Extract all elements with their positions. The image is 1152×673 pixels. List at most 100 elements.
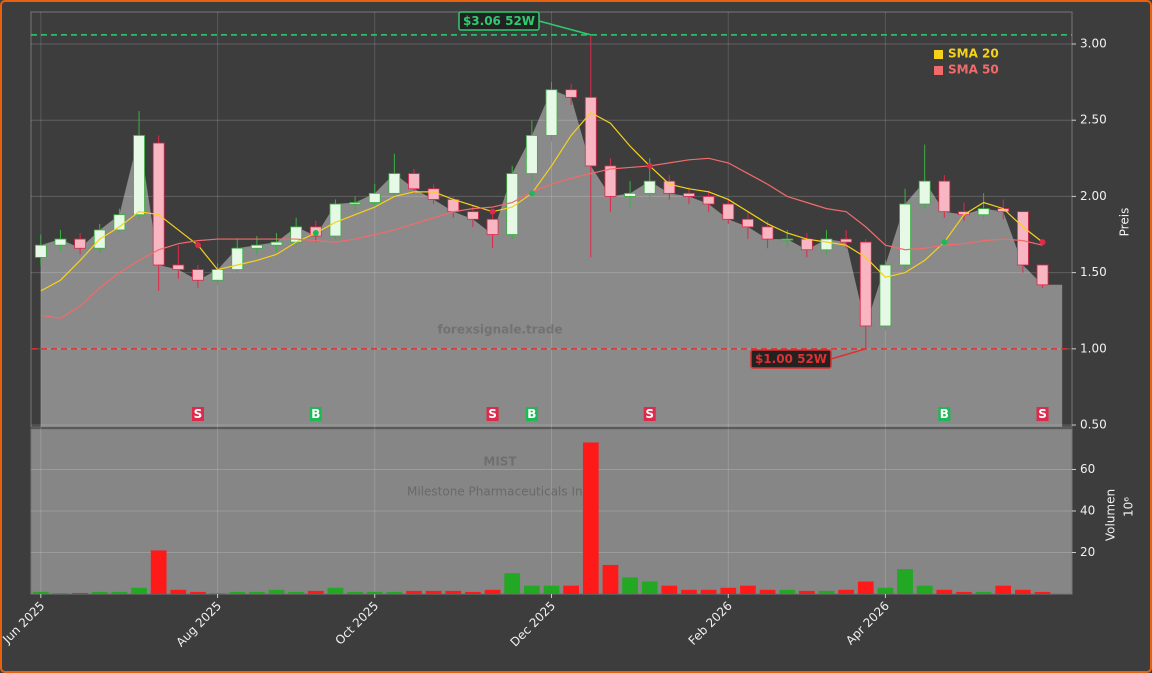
volume-bar [818, 590, 835, 594]
signal-box [191, 407, 204, 421]
y-tick-label: 2.50 [1080, 113, 1107, 127]
volume-bar [347, 591, 363, 594]
volume-bar [582, 442, 599, 594]
candle-body [211, 269, 224, 281]
volume-bar [170, 589, 187, 594]
candle-body [1036, 264, 1049, 286]
candle-body [329, 203, 342, 237]
volume-scale-label: 10⁶ [1122, 497, 1136, 517]
candle-body [977, 208, 990, 216]
candle-body [34, 244, 47, 258]
signal-box [486, 407, 499, 421]
annotation-arrow [830, 348, 866, 360]
signal-label: S [488, 407, 497, 421]
volume-bar [268, 589, 285, 594]
volume-bar [602, 564, 619, 594]
candle-body [781, 238, 794, 241]
legend-label: SMA 50 [948, 63, 999, 77]
volume-bar [700, 589, 717, 594]
volume-bar [563, 585, 579, 594]
volume-bar [720, 587, 737, 594]
ticker-watermark: MIST [483, 455, 517, 469]
volume-bar [91, 591, 108, 594]
signal-box [938, 407, 951, 421]
volume-bar [622, 577, 638, 594]
volume-bar [543, 585, 560, 594]
candle-body [113, 214, 126, 231]
signal-label: B [940, 407, 949, 421]
volume-bar [936, 589, 953, 594]
candle-body [742, 218, 754, 228]
signal-dot [312, 229, 319, 236]
volume-bar [229, 591, 246, 594]
volume-panel [30, 428, 1073, 595]
volume-bar [1015, 589, 1031, 594]
candle-body [74, 238, 87, 249]
candle-body [565, 89, 578, 98]
volume-bar [838, 589, 854, 594]
legend-label: SMA 20 [948, 47, 999, 61]
candle-body [702, 196, 715, 205]
candle-body [624, 192, 636, 197]
candle-body [545, 89, 558, 136]
candle-body [192, 269, 204, 281]
candle-body [899, 203, 911, 266]
candle-body [388, 173, 401, 194]
signal-label: S [1038, 407, 1047, 421]
annotation-arrow [538, 20, 591, 36]
volume-bar [759, 589, 776, 594]
candle-body [1016, 211, 1029, 266]
signal-label: B [527, 407, 536, 421]
volume-bar [916, 585, 933, 594]
volume-bar [504, 573, 521, 594]
candle-body [761, 226, 774, 240]
candle-body [270, 241, 283, 246]
candle-body [486, 218, 499, 235]
signal-label: S [194, 407, 203, 421]
volume-bar [327, 587, 344, 594]
candle-body [133, 135, 145, 216]
annotation-box [458, 11, 540, 31]
signal-box [309, 407, 322, 421]
y2-tick-label: 60 [1080, 462, 1095, 476]
volume-axis-label: Volumen [1104, 489, 1118, 541]
volume-bar [249, 591, 265, 594]
volume-bar [524, 585, 540, 594]
volume-bar [190, 591, 206, 594]
y2-tick-label: 20 [1080, 545, 1095, 559]
signal-dot [528, 190, 535, 197]
candle-body [584, 96, 597, 167]
volume-bar [1034, 591, 1051, 594]
candle-body [368, 192, 381, 203]
candle-body [427, 188, 440, 200]
volume-bar [386, 591, 403, 594]
volume-bar [641, 581, 658, 594]
volume-bar [307, 590, 324, 594]
candle-body [231, 247, 244, 270]
signal-dot [489, 208, 496, 215]
volume-bar [779, 589, 796, 594]
signal-box [1036, 407, 1049, 421]
candle-body [250, 244, 263, 249]
candle-body [447, 199, 460, 213]
volume-bar [798, 590, 815, 594]
watermark: forexsignale.trade [437, 323, 562, 337]
volume-bar [484, 589, 501, 594]
volume-bar [72, 592, 88, 594]
signal-label: S [645, 407, 654, 421]
y2-tick-label: 40 [1080, 503, 1095, 517]
y-tick-label: 0.50 [1080, 418, 1107, 432]
volume-bar [956, 591, 972, 594]
signal-dot [646, 162, 653, 169]
candle-body [152, 142, 165, 266]
volume-bar [288, 591, 305, 594]
y-tick-label: 1.00 [1080, 341, 1107, 355]
candle-body [663, 180, 676, 194]
legend-swatch [934, 66, 943, 75]
candle-body [525, 135, 538, 174]
y-tick-label: 3.00 [1080, 37, 1107, 51]
volume-bar [445, 590, 462, 594]
volume-bar [857, 581, 874, 594]
volume-bar [111, 591, 128, 594]
legend-swatch [934, 50, 943, 59]
